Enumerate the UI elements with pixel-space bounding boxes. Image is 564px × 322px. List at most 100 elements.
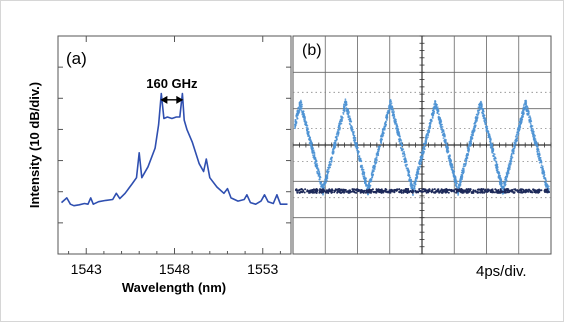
trace-point [391, 110, 394, 113]
trace-point [512, 152, 515, 155]
trace-point [349, 126, 352, 129]
baseline-point [306, 189, 309, 192]
trace-point [296, 109, 299, 112]
trace-point [449, 157, 451, 160]
trace-point [362, 169, 365, 171]
trace-point [477, 106, 480, 109]
baseline-point [499, 188, 502, 191]
trace-point [481, 105, 483, 108]
trace-point [334, 144, 337, 146]
trace-point [323, 181, 326, 184]
trace-point [518, 120, 521, 123]
baseline-point [495, 190, 498, 193]
trace-point [527, 113, 530, 116]
trace-point [461, 176, 463, 179]
baseline-point [534, 191, 537, 194]
trace-point [307, 133, 310, 135]
trace-point [296, 117, 299, 119]
trace-point [303, 120, 306, 123]
trace-point [515, 137, 518, 140]
trace-point [403, 161, 406, 164]
trace-point [340, 120, 343, 122]
trace-point [439, 125, 442, 128]
trace-point [419, 165, 421, 168]
trace-point [482, 108, 484, 110]
trace-point [374, 163, 377, 166]
trace-point [480, 103, 482, 106]
trace-point [295, 113, 298, 115]
baseline-point [363, 189, 366, 192]
trace-point [336, 131, 339, 134]
trace-point [500, 182, 503, 185]
trace-point [315, 159, 317, 162]
trace-point [540, 166, 543, 169]
trace-point [416, 171, 418, 174]
baseline-point [301, 191, 304, 194]
x-tick-label: 1548 [159, 261, 190, 277]
trace-point [413, 187, 416, 189]
trace-point [470, 140, 473, 143]
trace-point [416, 168, 419, 171]
baseline-point [370, 190, 373, 193]
trace-point [436, 107, 438, 110]
baseline-point [349, 190, 352, 193]
baseline-point [484, 188, 487, 191]
baseline-point [434, 190, 437, 193]
trace-point [391, 106, 394, 109]
trace-point [403, 152, 405, 154]
y-axis-label: Intensity (10 dB/div.) [27, 82, 42, 208]
baseline-point [513, 188, 516, 191]
trace-point [386, 119, 388, 121]
trace-point [399, 142, 402, 145]
trace-point [326, 174, 329, 176]
baseline-point [465, 188, 468, 191]
baseline-point [356, 190, 359, 193]
trace-point [320, 185, 322, 188]
trace-point [334, 136, 337, 139]
trace-point [419, 159, 422, 162]
trace-point [436, 109, 438, 112]
trace-point [422, 145, 425, 148]
trace-point [507, 172, 510, 175]
trace-point [482, 115, 485, 118]
trace-point [299, 103, 301, 106]
trace-point [315, 164, 318, 167]
trace-point [435, 103, 438, 106]
trace-point [426, 133, 429, 136]
panel-a-ticks [58, 36, 291, 254]
baseline-point [359, 191, 362, 194]
trace-point [492, 150, 495, 152]
trace-point [347, 118, 350, 121]
baseline-point [396, 188, 399, 191]
trace-point [390, 108, 393, 110]
trace-point [439, 117, 442, 120]
baseline-point [546, 188, 549, 191]
trace-point [485, 130, 488, 133]
trace-point [475, 113, 478, 116]
baseline-point [409, 189, 412, 192]
trace-point [517, 130, 520, 133]
baseline-point [362, 189, 364, 192]
baseline-point [469, 188, 472, 191]
trace-point [540, 164, 543, 167]
trace-point [421, 149, 424, 151]
trace-point [432, 108, 435, 111]
trace-point [376, 150, 379, 153]
trace-point [317, 175, 320, 177]
trace-point [357, 146, 359, 149]
time-scale-annotation: 4ps/div. [476, 263, 527, 280]
trace-point [382, 131, 384, 134]
baseline-point [418, 188, 421, 191]
trace-point [536, 153, 539, 156]
trace-point [537, 148, 540, 150]
trace-point [383, 129, 386, 131]
baseline-point [304, 188, 307, 191]
trace-point [531, 131, 533, 133]
trace-point [470, 137, 473, 140]
trace-point [500, 185, 503, 188]
trace-point [425, 142, 428, 145]
trace-point [481, 109, 484, 112]
trace-point [405, 165, 407, 168]
trace-point [408, 175, 410, 178]
baseline-point [459, 188, 462, 191]
